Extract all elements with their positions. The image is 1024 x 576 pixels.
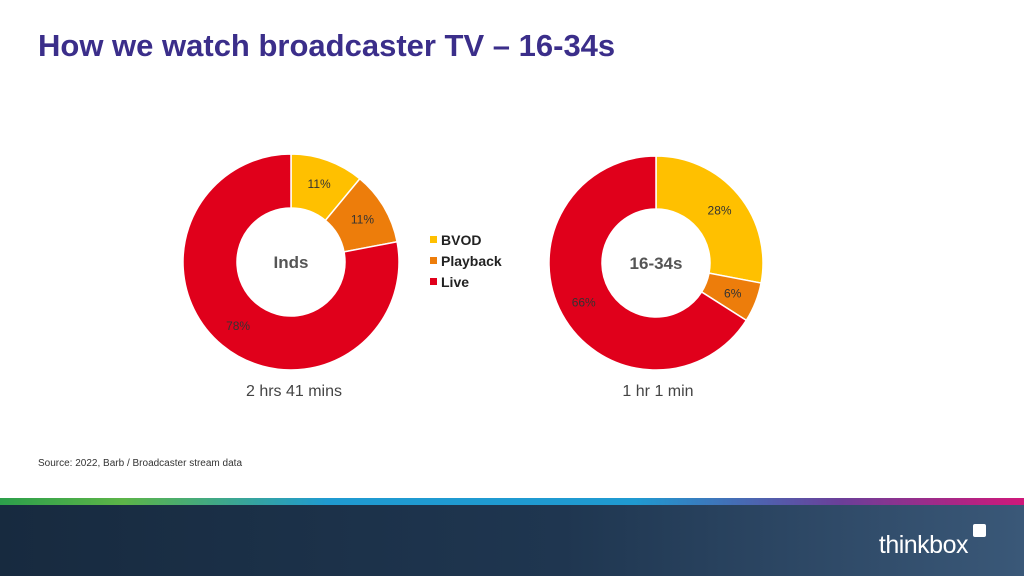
slice-live-inds — [182, 153, 400, 371]
slice-label-live-16-34s: 66% — [572, 296, 596, 310]
slice-label-bvod-inds: 11% — [308, 177, 331, 191]
duration-16-34s: 1 hr 1 min — [622, 383, 694, 400]
legend-item-bvod: BVOD — [430, 229, 502, 250]
slice-label-playback-16-34s: 6% — [724, 286, 742, 300]
thinkbox-logo: thinkbox — [879, 524, 986, 560]
legend-swatch-live — [430, 278, 437, 285]
slice-live-16-34s — [548, 155, 748, 371]
slice-label-bvod-16-34s: 28% — [708, 203, 732, 217]
slice-label-playback-inds: 11% — [351, 213, 374, 227]
slice-label-live-inds: 78% — [226, 319, 250, 333]
legend-label-bvod: BVOD — [441, 231, 482, 248]
legend-swatch-playback — [430, 257, 437, 264]
logo-mark-icon — [970, 524, 986, 540]
legend-label-live: Live — [441, 273, 470, 290]
chart-legend: BVOD Playback Live — [430, 229, 502, 292]
center-label-16-34s: 16-34s — [630, 254, 683, 273]
footer-bar: thinkbox — [0, 498, 1024, 576]
center-label-inds: Inds — [274, 253, 309, 272]
legend-item-live: Live — [430, 271, 502, 292]
page-title: How we watch broadcaster TV – 16-34s — [38, 28, 616, 63]
legend-item-playback: Playback — [430, 250, 502, 271]
donut-chart-16-34s: 28% 6% 66% 16-34s — [548, 155, 764, 371]
slice-bvod-16-34s — [655, 155, 764, 284]
duration-inds: 2 hrs 41 mins — [245, 383, 343, 400]
color-stripe — [0, 498, 1024, 505]
logo-text: thinkbox — [878, 531, 969, 559]
source-note: Source: 2022, Barb / Broadcaster stream … — [38, 458, 242, 469]
legend-swatch-bvod — [430, 236, 437, 243]
legend-label-playback: Playback — [441, 252, 502, 269]
donut-chart-inds: 11% 11% 78% Inds — [182, 153, 400, 371]
